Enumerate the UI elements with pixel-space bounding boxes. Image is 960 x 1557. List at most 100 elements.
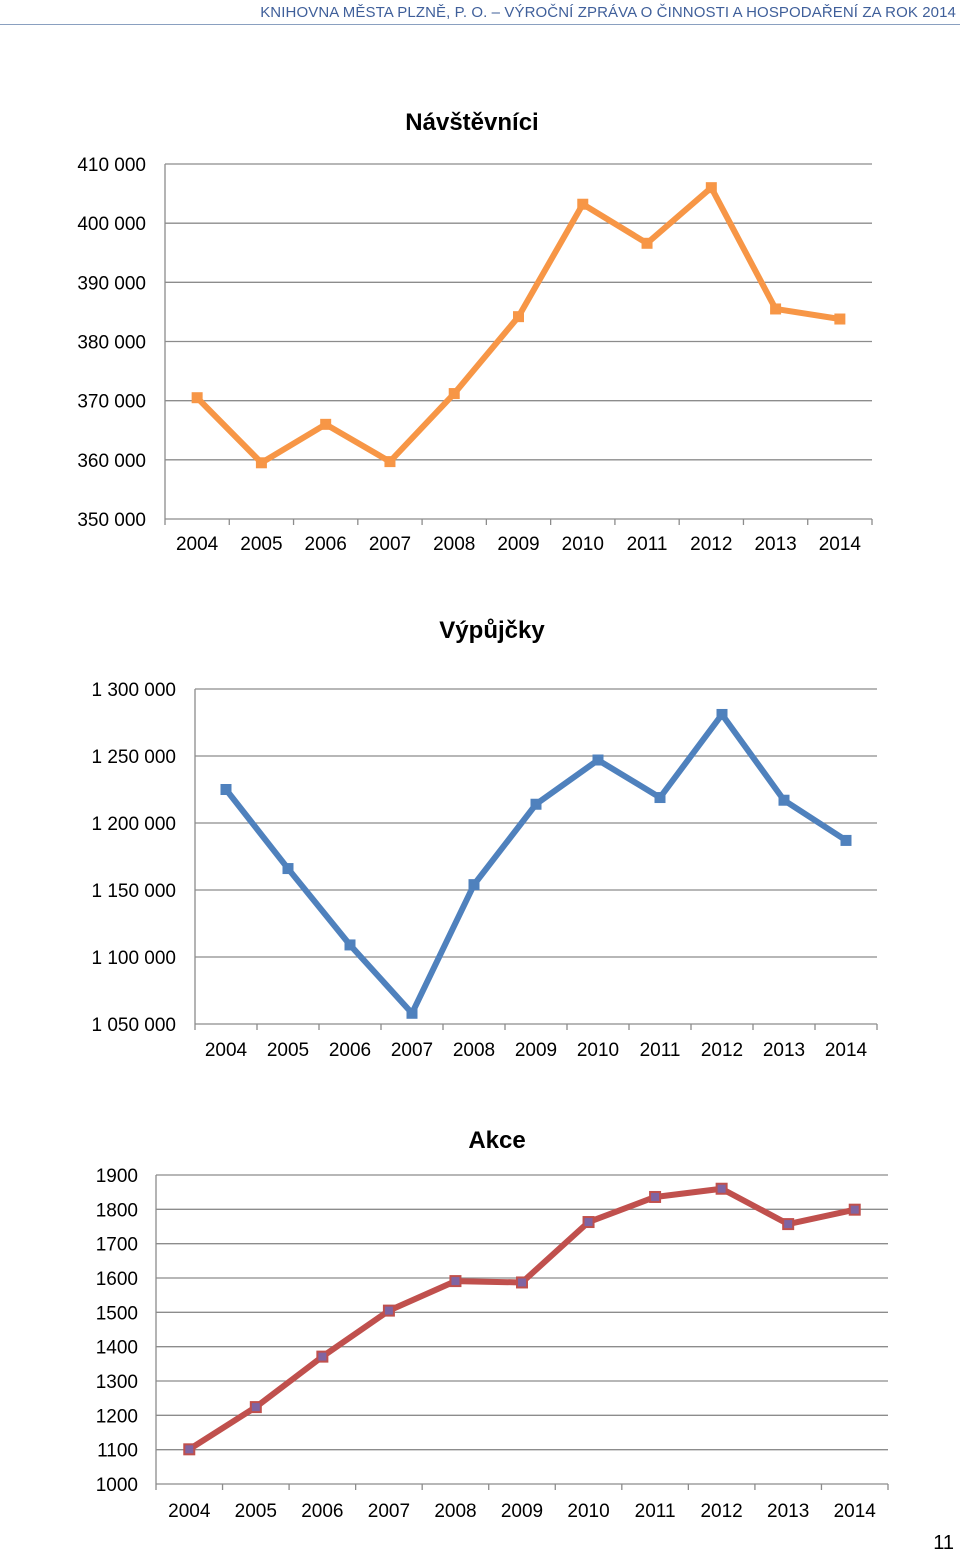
x-tick-label: 2011 [640,1040,681,1061]
y-tick-label: 1500 [96,1303,138,1324]
y-tick-label: 1 150 000 [91,881,176,902]
y-tick-label: 1 200 000 [91,814,176,835]
x-tick-label: 2014 [834,1501,877,1522]
y-tick-label: 1300 [96,1372,138,1393]
data-point [449,1275,462,1288]
x-tick-label: 2005 [267,1040,309,1061]
x-tick-label: 2011 [627,534,668,555]
y-tick-label: 1000 [96,1475,138,1496]
data-point [513,311,524,323]
y-tick-label: 1400 [96,1338,138,1359]
data-point [770,303,782,315]
x-tick-label: 2009 [497,534,539,555]
data-point [840,834,852,846]
data-point [782,1218,795,1231]
data-point [649,1190,662,1203]
y-tick-label: 1100 [97,1441,138,1462]
data-point [382,1304,395,1317]
data-point [220,784,232,795]
x-tick-label: 2007 [369,534,411,555]
series-line [223,711,849,1017]
x-tick-label: 2009 [515,1040,557,1061]
data-point [316,1350,329,1363]
x-tick-label: 2011 [635,1501,676,1522]
x-tick-label: 2013 [763,1040,805,1061]
chart-title: Návštěvníci [405,109,538,136]
y-tick-label: 380 000 [77,333,146,354]
y-tick-label: 1900 [96,1166,138,1187]
data-point [255,457,267,469]
x-tick-label: 2005 [235,1501,277,1522]
data-point [641,237,653,249]
data-point [530,798,542,810]
data-point [448,388,460,400]
data-point [282,863,294,875]
y-tick-label: 1700 [96,1235,138,1256]
x-tick-label: 2014 [819,534,862,555]
data-point [406,1007,418,1019]
header-text: KNIHOVNA MĚSTA PLZNĚ, P. O. – VÝROČNÍ ZP… [260,4,956,21]
data-point [716,708,728,720]
data-point [778,794,790,806]
x-tick-label: 2008 [433,534,475,555]
data-point [249,1401,262,1414]
x-tick-label: 2005 [240,534,282,555]
data-point [848,1203,861,1216]
x-tick-label: 2008 [453,1040,495,1061]
x-tick-label: 2013 [754,534,796,555]
y-tick-label: 350 000 [77,510,146,531]
x-tick-label: 2013 [767,1501,809,1522]
y-tick-label: 1800 [96,1200,138,1221]
data-point [592,754,604,766]
data-point [715,1182,728,1195]
x-tick-label: 2010 [567,1501,609,1522]
series-line [186,1185,858,1453]
x-tick-label: 2004 [176,534,219,555]
x-tick-label: 2007 [391,1040,433,1061]
data-point [705,182,717,194]
y-tick-label: 390 000 [77,273,146,294]
data-point [468,879,480,891]
data-point [183,1443,196,1456]
data-point [344,939,356,951]
x-tick-label: 2009 [501,1501,543,1522]
series-line [194,184,843,466]
y-tick-label: 400 000 [77,214,146,235]
x-tick-label: 2012 [701,1040,743,1061]
y-tick-label: 1200 [96,1406,138,1427]
x-tick-label: 2006 [329,1040,371,1061]
y-tick-label: 1 050 000 [91,1015,176,1036]
x-tick-label: 2008 [434,1501,476,1522]
y-tick-label: 1 250 000 [91,747,176,768]
chart-loans: 1 050 000 1 100 000 1 150 000 1 200 000 1 25… [91,617,878,1061]
x-tick-label: 2012 [700,1501,742,1522]
y-tick-label: 410 000 [77,155,146,176]
data-point [577,198,589,210]
y-tick-label: 360 000 [77,451,146,472]
x-tick-label: 2004 [205,1040,248,1061]
data-point [320,418,332,430]
y-tick-label: 370 000 [77,392,146,413]
x-tick-label: 2014 [825,1040,868,1061]
x-tick-label: 2010 [577,1040,619,1061]
page-number: 11 [933,1532,954,1554]
chart-events: 1000 1100 1200 1300 1400 1500 1600 1700 1800 1900… [96,1127,889,1522]
x-tick-label: 2007 [368,1501,410,1522]
x-tick-label: 2006 [305,534,347,555]
data-point [834,313,846,325]
y-tick-label: 1600 [96,1269,138,1290]
chart-title: Akce [468,1127,525,1154]
x-tick-label: 2010 [562,534,604,555]
data-point [516,1276,528,1289]
x-tick-label: 2006 [301,1501,343,1522]
data-point [191,392,203,404]
y-tick-label: 1 100 000 [91,948,176,969]
x-tick-label: 2004 [168,1501,211,1522]
chart-title: Výpůjčky [439,617,545,644]
x-tick-label: 2012 [690,534,732,555]
data-point [582,1216,595,1229]
data-point [654,792,666,804]
chart-visitors: 350 000 360 000 370 000 380 000 390 000 400 0… [77,109,873,555]
page-header: KNIHOVNA MĚSTA PLZNĚ, P. O. – VÝROČNÍ ZP… [0,0,960,25]
data-point [384,456,396,468]
